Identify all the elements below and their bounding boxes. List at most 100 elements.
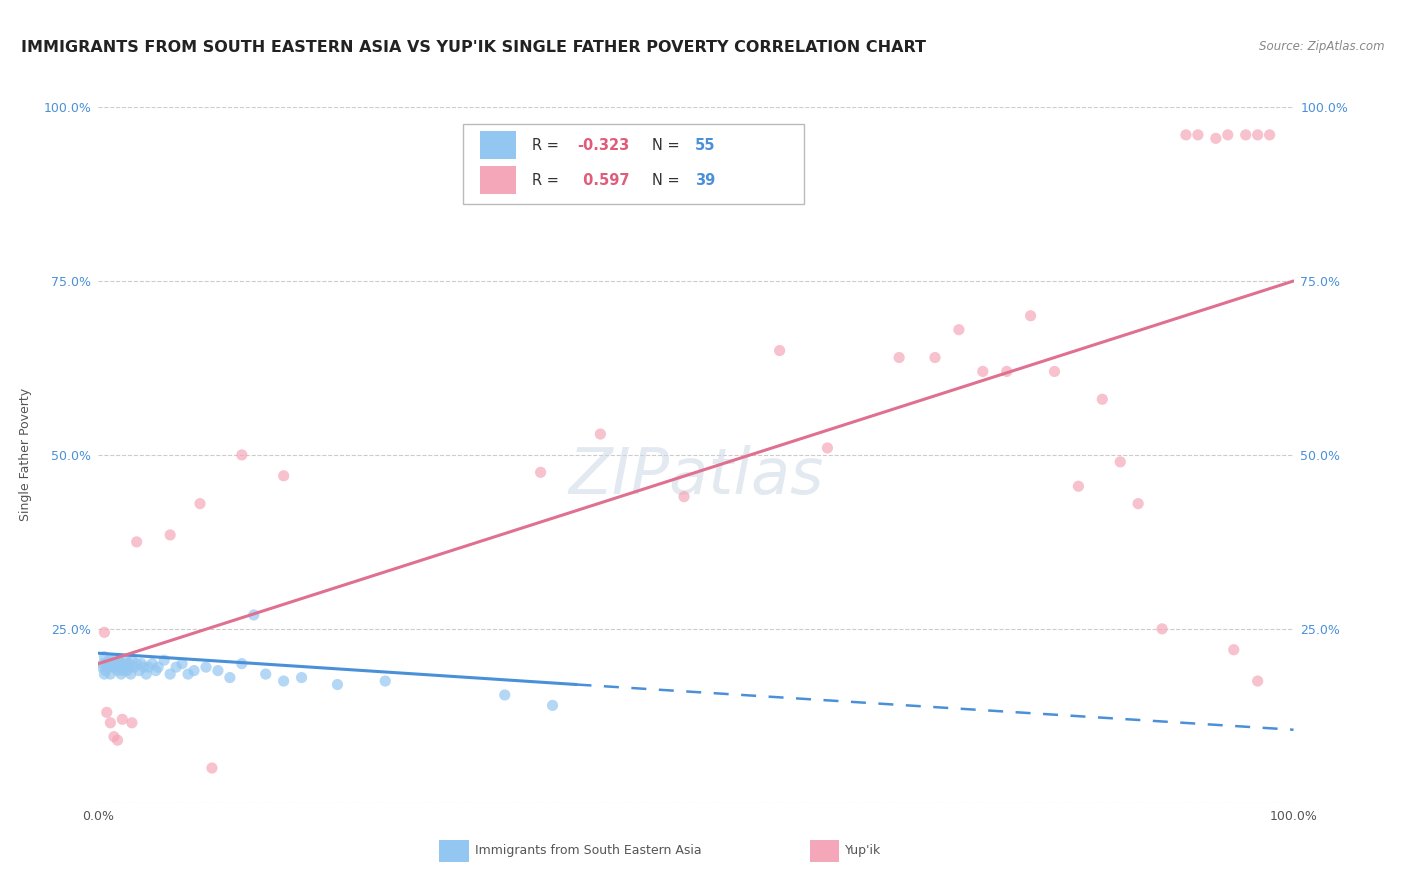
Bar xyxy=(439,839,470,862)
Bar xyxy=(810,839,839,862)
Point xyxy=(107,733,129,747)
Point xyxy=(1247,128,1270,142)
Point xyxy=(98,715,122,730)
Point xyxy=(111,657,134,671)
FancyBboxPatch shape xyxy=(463,124,804,204)
Point xyxy=(121,653,143,667)
Point xyxy=(135,667,157,681)
Point xyxy=(153,653,176,667)
Point xyxy=(589,427,612,442)
Point xyxy=(118,660,141,674)
Point xyxy=(177,667,200,681)
Point xyxy=(104,660,127,674)
Point xyxy=(132,660,155,674)
Point xyxy=(768,343,790,358)
Point xyxy=(201,761,224,775)
Text: Immigrants from South Eastern Asia: Immigrants from South Eastern Asia xyxy=(475,844,702,856)
Point xyxy=(125,534,148,549)
Point xyxy=(97,660,120,674)
Point xyxy=(494,688,516,702)
Bar xyxy=(479,131,516,159)
Text: 0.597: 0.597 xyxy=(578,172,628,187)
Point xyxy=(231,657,253,671)
Point xyxy=(219,671,242,685)
Point xyxy=(231,448,253,462)
Point xyxy=(1247,674,1270,689)
Point xyxy=(273,468,295,483)
Point xyxy=(530,466,553,480)
Point xyxy=(254,667,277,681)
Point xyxy=(1043,364,1066,378)
Point xyxy=(1205,131,1227,145)
Point xyxy=(165,660,187,674)
Point xyxy=(207,664,229,678)
Point xyxy=(98,653,121,667)
Text: ZIPatlas: ZIPatlas xyxy=(568,445,824,507)
Point xyxy=(995,364,1018,378)
Point xyxy=(141,657,163,671)
Point xyxy=(107,653,129,667)
Point xyxy=(183,664,205,678)
Point xyxy=(138,660,160,674)
Point xyxy=(128,664,150,678)
Point xyxy=(101,660,124,674)
Point xyxy=(159,667,181,681)
Point xyxy=(1067,479,1090,493)
Point xyxy=(148,660,170,674)
Point xyxy=(188,497,211,511)
Point xyxy=(159,528,181,542)
Point xyxy=(1152,622,1174,636)
Point xyxy=(1109,455,1132,469)
Point xyxy=(103,653,125,667)
Point xyxy=(1019,309,1042,323)
Text: N =: N = xyxy=(652,137,679,153)
Point xyxy=(107,664,129,678)
Point xyxy=(673,490,696,504)
Point xyxy=(889,351,911,365)
Point xyxy=(120,667,142,681)
Point xyxy=(111,712,134,726)
Point xyxy=(145,664,167,678)
Point xyxy=(103,730,125,744)
Point xyxy=(93,667,115,681)
Point xyxy=(972,364,994,378)
Point xyxy=(948,323,970,337)
Point xyxy=(100,657,122,671)
Point xyxy=(96,706,118,720)
Point xyxy=(1216,128,1239,142)
Text: R =: R = xyxy=(533,137,560,153)
Point xyxy=(96,657,118,671)
Point xyxy=(93,625,115,640)
Point xyxy=(110,667,132,681)
Point xyxy=(243,607,266,622)
Point xyxy=(115,664,138,678)
Point xyxy=(541,698,564,713)
Point xyxy=(1258,128,1281,142)
Point xyxy=(114,660,136,674)
Bar xyxy=(479,166,516,194)
Point xyxy=(1187,128,1209,142)
Point xyxy=(1091,392,1114,407)
Text: 39: 39 xyxy=(695,172,716,187)
Y-axis label: Single Father Poverty: Single Father Poverty xyxy=(20,388,32,522)
Point xyxy=(105,657,128,671)
Text: IMMIGRANTS FROM SOUTH EASTERN ASIA VS YUP'IK SINGLE FATHER POVERTY CORRELATION C: IMMIGRANTS FROM SOUTH EASTERN ASIA VS YU… xyxy=(21,40,927,55)
Point xyxy=(91,660,114,674)
Point xyxy=(195,660,218,674)
Text: R =: R = xyxy=(533,172,560,187)
Point xyxy=(1175,128,1198,142)
Text: N =: N = xyxy=(652,172,679,187)
Point xyxy=(326,677,349,691)
Point xyxy=(374,674,396,689)
Point xyxy=(121,715,143,730)
Point xyxy=(924,351,946,365)
Point xyxy=(93,649,115,664)
Text: 55: 55 xyxy=(695,137,716,153)
Text: -0.323: -0.323 xyxy=(578,137,630,153)
Point xyxy=(131,657,153,671)
Point xyxy=(1128,497,1150,511)
Point xyxy=(172,657,194,671)
Text: Source: ZipAtlas.com: Source: ZipAtlas.com xyxy=(1260,40,1385,54)
Point xyxy=(115,653,138,667)
Point xyxy=(291,671,314,685)
